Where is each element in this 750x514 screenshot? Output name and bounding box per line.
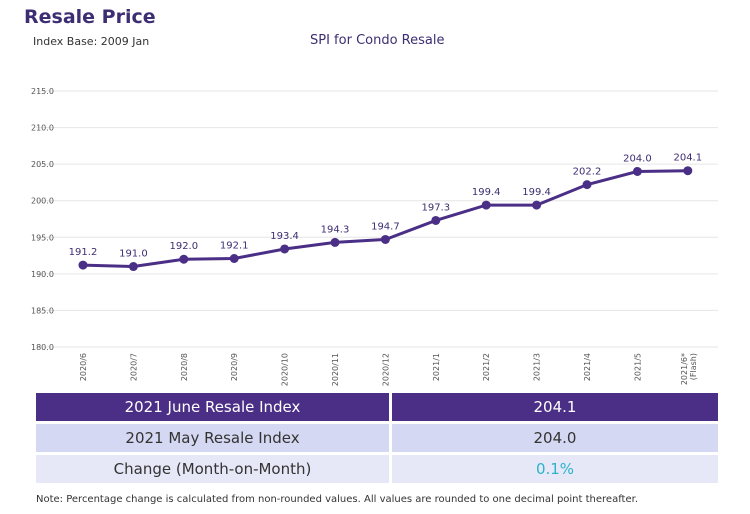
y-tick-label: 210.0: [31, 124, 54, 133]
row-label: Change (Month-on-Month): [36, 455, 389, 483]
x-tick-label: 2021/6*(Flash): [680, 353, 698, 385]
x-tick-label: 2020/6: [79, 353, 88, 381]
data-point: [128, 262, 138, 272]
row-value: 204.0: [392, 424, 718, 452]
x-tick-label: 2021/2: [482, 353, 491, 381]
row-label: 2021 May Resale Index: [36, 424, 389, 452]
data-point: [431, 215, 441, 225]
data-point: [632, 166, 642, 176]
data-point: [380, 234, 390, 244]
table-row: Change (Month-on-Month) 0.1%: [36, 455, 718, 483]
data-label: 191.2: [69, 247, 98, 258]
data-label: 191.0: [119, 249, 148, 260]
data-point: [582, 180, 592, 190]
data-label: 192.1: [220, 240, 249, 251]
data-label: 204.0: [623, 153, 652, 164]
y-tick-label: 215.0: [31, 87, 54, 96]
data-label: 194.3: [321, 224, 350, 235]
x-tick-label: 2020/12: [381, 353, 390, 386]
data-label: 193.4: [270, 231, 299, 242]
data-point: [229, 253, 239, 263]
data-label: 199.4: [472, 187, 501, 198]
y-tick-label: 195.0: [31, 233, 54, 242]
x-tick-label: 2020/7: [129, 353, 138, 381]
chart-title: SPI for Condo Resale: [310, 33, 445, 48]
data-point: [532, 200, 542, 210]
table-row: 2021 May Resale Index 204.0: [36, 424, 718, 452]
data-label: 199.4: [522, 187, 551, 198]
data-label: 194.7: [371, 221, 400, 232]
x-tick-label: 2021/3: [533, 353, 542, 381]
data-point: [481, 200, 491, 210]
data-label: 197.3: [421, 202, 450, 213]
x-tick-label: 2021/4: [583, 353, 592, 381]
row-label: 2021 June Resale Index: [36, 393, 389, 421]
x-tick-label: 2020/8: [180, 353, 189, 381]
y-tick-label: 200.0: [31, 197, 54, 206]
x-tick-label: 2021/5: [633, 353, 642, 381]
line-chart: 180.0 185.0 190.0 195.0 200.0 205.0 210.0 215.0…: [31, 87, 718, 386]
x-tick-label: 2020/11: [331, 353, 340, 386]
x-tick-label: 2020/9: [230, 353, 239, 381]
table-row: 2021 June Resale Index 204.1: [36, 393, 718, 421]
x-tick-label: 2020/10: [281, 353, 290, 386]
data-point: [78, 260, 88, 270]
index-table: 2021 June Resale Index 204.1 2021 May Res…: [36, 393, 718, 486]
x-tick-label: 2021/1: [432, 353, 441, 381]
page-title: Resale Price: [24, 6, 156, 28]
data-point: [280, 244, 290, 254]
row-value: 0.1%: [392, 455, 718, 483]
data-point: [179, 254, 189, 264]
data-label: 192.0: [169, 241, 198, 252]
y-tick-label: 180.0: [31, 343, 54, 352]
row-value: 204.1: [392, 393, 718, 421]
y-tick-label: 205.0: [31, 160, 54, 169]
y-tick-label: 185.0: [31, 306, 54, 315]
y-tick-label: 190.0: [31, 270, 54, 279]
footnote: Note: Percentage change is calculated fr…: [36, 494, 638, 505]
data-label: 202.2: [573, 167, 602, 178]
index-base: Index Base: 2009 Jan: [33, 35, 150, 48]
data-point: [683, 166, 693, 176]
data-point: [330, 237, 340, 247]
data-label: 204.1: [673, 153, 702, 164]
